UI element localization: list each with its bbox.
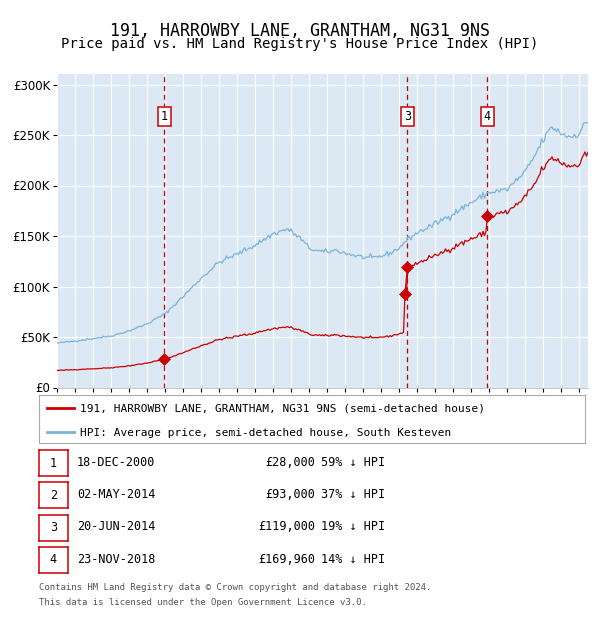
- Text: Contains HM Land Registry data © Crown copyright and database right 2024.: Contains HM Land Registry data © Crown c…: [39, 583, 431, 592]
- Text: Price paid vs. HM Land Registry's House Price Index (HPI): Price paid vs. HM Land Registry's House …: [61, 37, 539, 51]
- Text: 19% ↓ HPI: 19% ↓ HPI: [321, 521, 385, 533]
- Text: 4: 4: [50, 554, 57, 566]
- Text: £28,000: £28,000: [265, 456, 315, 469]
- Text: 02-MAY-2014: 02-MAY-2014: [77, 489, 155, 501]
- Text: 3: 3: [404, 110, 411, 123]
- Text: 1: 1: [50, 457, 57, 469]
- Text: 14% ↓ HPI: 14% ↓ HPI: [321, 553, 385, 565]
- Text: 191, HARROWBY LANE, GRANTHAM, NG31 9NS: 191, HARROWBY LANE, GRANTHAM, NG31 9NS: [110, 22, 490, 40]
- Text: 1: 1: [161, 110, 168, 123]
- Text: 18-DEC-2000: 18-DEC-2000: [77, 456, 155, 469]
- Text: 4: 4: [484, 110, 491, 123]
- Text: £119,000: £119,000: [258, 521, 315, 533]
- Text: 23-NOV-2018: 23-NOV-2018: [77, 553, 155, 565]
- Text: 3: 3: [50, 521, 57, 534]
- Text: 20-JUN-2014: 20-JUN-2014: [77, 521, 155, 533]
- Text: This data is licensed under the Open Government Licence v3.0.: This data is licensed under the Open Gov…: [39, 598, 367, 608]
- Text: 59% ↓ HPI: 59% ↓ HPI: [321, 456, 385, 469]
- Text: £169,960: £169,960: [258, 553, 315, 565]
- Text: 37% ↓ HPI: 37% ↓ HPI: [321, 489, 385, 501]
- Text: 2: 2: [50, 489, 57, 502]
- Text: HPI: Average price, semi-detached house, South Kesteven: HPI: Average price, semi-detached house,…: [80, 428, 451, 438]
- Text: 191, HARROWBY LANE, GRANTHAM, NG31 9NS (semi-detached house): 191, HARROWBY LANE, GRANTHAM, NG31 9NS (…: [80, 404, 485, 414]
- Text: £93,000: £93,000: [265, 489, 315, 501]
